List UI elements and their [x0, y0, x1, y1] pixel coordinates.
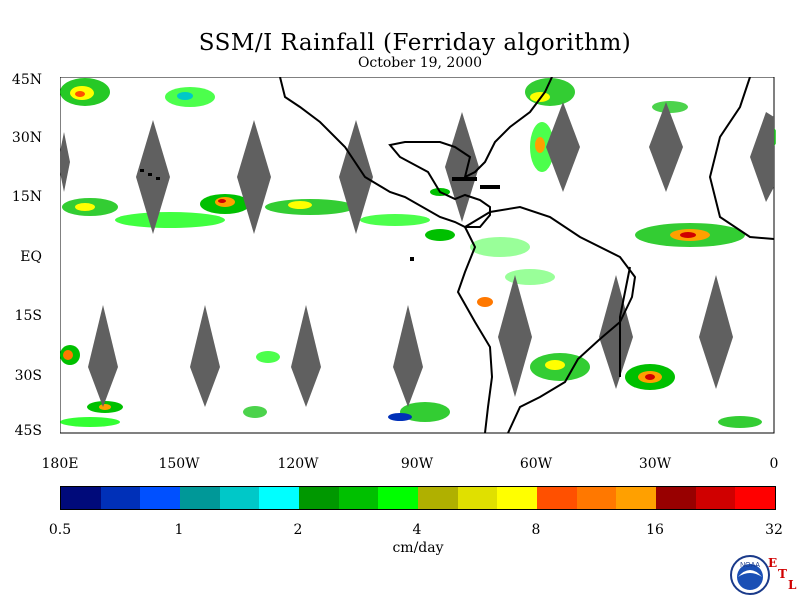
colorbar-swatch-4 [219, 487, 260, 509]
lat-label-45s: 45S [14, 423, 42, 439]
colorbar-swatch-15 [656, 487, 696, 509]
etl-e: E [768, 556, 778, 570]
colorbar-swatch-13 [576, 487, 617, 509]
lat-label-45n: 45N [11, 72, 42, 88]
lat-label-eq: EQ [20, 249, 42, 265]
colorbar-swatch-10 [457, 487, 498, 509]
lat-label-30s: 30S [14, 368, 42, 384]
colorbar [60, 486, 776, 510]
colorbar-swatch-3 [180, 487, 220, 509]
colorbar-swatch-5 [259, 487, 300, 509]
colorbar-swatch-11 [497, 487, 538, 509]
colorbar-swatch-0 [61, 487, 101, 509]
colorbar-tick-0.5: 0.5 [48, 522, 72, 538]
lon-label-120w: 120W [277, 456, 319, 472]
colorbar-swatch-1 [100, 487, 141, 509]
colorbar-swatch-7 [338, 487, 379, 509]
noaa-logo: NOAA [730, 555, 770, 595]
colorbar-tick-32: 32 [765, 522, 783, 538]
colorbar-swatch-6 [299, 487, 339, 509]
lon-label-150w: 150W [158, 456, 200, 472]
lon-label-180e: 180E [41, 456, 79, 472]
lon-label-90w: 90W [400, 456, 434, 472]
noaa-logo-text: NOAA [740, 562, 760, 569]
lat-label-15s: 15S [14, 308, 42, 324]
rainfall-map [60, 77, 776, 434]
etl-l: L [788, 578, 797, 592]
lon-label-30w: 30W [638, 456, 672, 472]
colorbar-swatch-14 [616, 487, 657, 509]
colorbar-swatch-9 [418, 487, 458, 509]
lon-label-60w: 60W [519, 456, 553, 472]
lat-label-30n: 30N [11, 130, 42, 146]
colorbar-tick-8: 8 [531, 522, 541, 538]
colorbar-swatch-2 [140, 487, 181, 509]
colorbar-tick-1: 1 [174, 522, 184, 538]
colorbar-tick-4: 4 [412, 522, 422, 538]
colorbar-tick-16: 16 [646, 522, 664, 538]
colorbar-swatch-12 [537, 487, 577, 509]
lon-label-0: 0 [769, 456, 779, 472]
colorbar-swatch-17 [735, 487, 776, 509]
map-date: October 19, 2000 [357, 55, 483, 71]
colorbar-units: cm/day [392, 540, 444, 556]
caribbean-islands [140, 169, 500, 261]
coastlines [279, 77, 775, 434]
colorbar-swatch-16 [695, 487, 736, 509]
etl-t: T [778, 567, 787, 581]
colorbar-swatch-8 [378, 487, 419, 509]
colorbar-tick-2: 2 [293, 522, 303, 538]
lat-label-15n: 15N [11, 189, 42, 205]
no-data-gaps [60, 102, 774, 407]
map-title: SSM/I Rainfall (Ferriday algorithm) [198, 30, 632, 56]
